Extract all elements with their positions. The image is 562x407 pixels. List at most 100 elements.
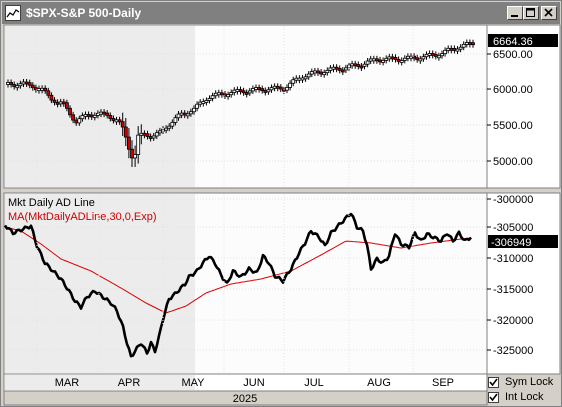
candle <box>250 88 255 92</box>
candle <box>148 136 153 139</box>
candle <box>176 113 181 119</box>
candle <box>68 107 72 116</box>
candle <box>244 92 249 95</box>
candle <box>275 85 280 89</box>
candle <box>188 111 193 115</box>
candle <box>343 67 348 71</box>
int-lock-label: Int Lock <box>505 391 544 403</box>
candle <box>359 65 364 69</box>
candle <box>409 55 413 59</box>
candle <box>136 134 141 155</box>
close-icon <box>544 8 553 17</box>
ad-last-box <box>488 235 558 248</box>
ad-tick-label: -315000 <box>493 284 533 296</box>
candle <box>337 67 342 71</box>
candle <box>123 126 128 138</box>
candle <box>154 132 159 137</box>
candle <box>127 136 131 150</box>
ad-tick-label: -310000 <box>493 253 533 265</box>
candle <box>325 70 330 74</box>
candle <box>331 66 336 70</box>
candle <box>371 58 376 62</box>
candle <box>387 56 392 60</box>
title-bar[interactable]: $SPX-S&P 500-Daily <box>2 2 560 24</box>
minimize-icon <box>511 15 518 17</box>
candle <box>6 82 10 85</box>
close-button[interactable] <box>541 6 557 20</box>
price-last-value: 6664.36 <box>493 36 533 48</box>
candle <box>446 47 451 51</box>
candle <box>467 42 472 45</box>
candle <box>77 118 82 124</box>
candle <box>455 48 460 52</box>
candle <box>266 89 271 93</box>
candle <box>464 42 469 45</box>
candle <box>108 115 113 119</box>
int-lock-toggle[interactable]: Int Lock <box>488 391 562 405</box>
price-shaded-region <box>5 26 195 187</box>
check-icon <box>489 378 498 387</box>
candle <box>167 125 172 129</box>
candle <box>278 86 283 90</box>
candle <box>405 55 410 59</box>
int-lock-checkbox[interactable] <box>488 392 499 403</box>
price-tick-label: 6500.00 <box>493 49 533 61</box>
candle <box>374 58 379 62</box>
price-last-box <box>488 34 558 47</box>
candle <box>288 82 293 88</box>
month-label: APR <box>118 377 141 389</box>
candle <box>458 46 463 50</box>
candle <box>164 127 169 131</box>
candle <box>350 63 355 67</box>
candle <box>319 71 324 75</box>
candle <box>418 58 423 62</box>
candle <box>306 73 311 78</box>
candle <box>260 88 265 92</box>
candle <box>86 114 91 117</box>
candle <box>443 49 448 55</box>
candle <box>139 132 144 136</box>
candle <box>247 90 252 94</box>
candle <box>219 92 224 96</box>
candle <box>92 114 97 118</box>
sym-lock-checkbox[interactable] <box>488 377 499 388</box>
candle <box>378 59 382 63</box>
candle <box>471 42 475 46</box>
candle <box>241 90 246 94</box>
ad-tick-label: -325000 <box>493 345 533 357</box>
candle <box>393 57 398 60</box>
ad-tick-label: -320000 <box>493 315 533 327</box>
candle <box>21 81 26 85</box>
candle <box>427 53 432 56</box>
candle <box>316 70 320 74</box>
candle <box>433 54 438 57</box>
ad-shaded-region <box>5 194 195 373</box>
candle <box>452 48 457 51</box>
ad-tick-label: -305000 <box>493 222 533 234</box>
candle <box>58 101 63 105</box>
candle <box>133 154 138 159</box>
candle <box>40 87 44 91</box>
candle <box>362 63 367 67</box>
candle <box>340 69 345 73</box>
candle <box>257 87 262 90</box>
candle <box>309 71 314 75</box>
candle <box>207 97 212 101</box>
minimize-button[interactable] <box>507 6 523 20</box>
candle <box>291 79 296 84</box>
candle <box>52 99 57 103</box>
candle <box>232 89 237 93</box>
maximize-button[interactable] <box>523 6 539 20</box>
candle <box>89 114 94 118</box>
candle <box>210 95 215 99</box>
candle <box>216 92 221 96</box>
price-tick-label: 6000.00 <box>493 84 533 96</box>
candle <box>421 56 426 60</box>
candle <box>80 115 85 120</box>
candle <box>201 101 206 104</box>
candle <box>269 87 274 91</box>
candle <box>353 63 358 67</box>
sym-lock-toggle[interactable]: Sym Lock <box>488 376 562 390</box>
month-label: MAR <box>55 377 80 389</box>
